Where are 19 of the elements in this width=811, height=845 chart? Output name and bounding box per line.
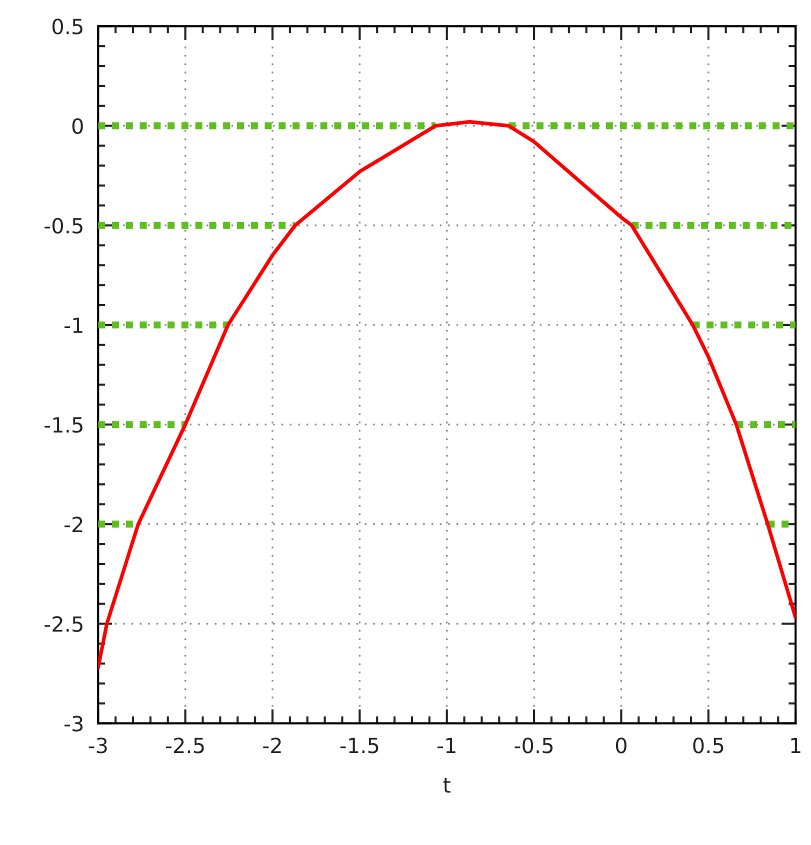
y-tick-label: 0 <box>72 118 83 134</box>
line-series <box>98 120 796 670</box>
x-tick-label: -1.5 <box>340 738 378 754</box>
y-tick-label: -2.5 <box>44 616 82 632</box>
x-tick-label: 0.5 <box>693 738 724 754</box>
y-tick-label: -1.5 <box>44 417 82 433</box>
y-tick-label: 0.5 <box>52 18 82 34</box>
y-tick-label: -1 <box>64 318 82 333</box>
x-tick-label: -2.5 <box>166 738 204 754</box>
y-tick-label: -3 <box>64 716 83 732</box>
x-tick-label: -1 <box>437 738 456 754</box>
x-tick-label: 1 <box>791 738 800 754</box>
y-tick-label: -2 <box>64 516 82 532</box>
y-tick-label: -0.5 <box>44 218 82 234</box>
x-tick-label: -0.5 <box>514 738 553 754</box>
x-axis-title: t <box>443 778 450 793</box>
x-tick-label: 0 <box>616 738 626 754</box>
x-tick-label: -2 <box>263 738 281 754</box>
x-tick-label: -3 <box>88 738 107 754</box>
